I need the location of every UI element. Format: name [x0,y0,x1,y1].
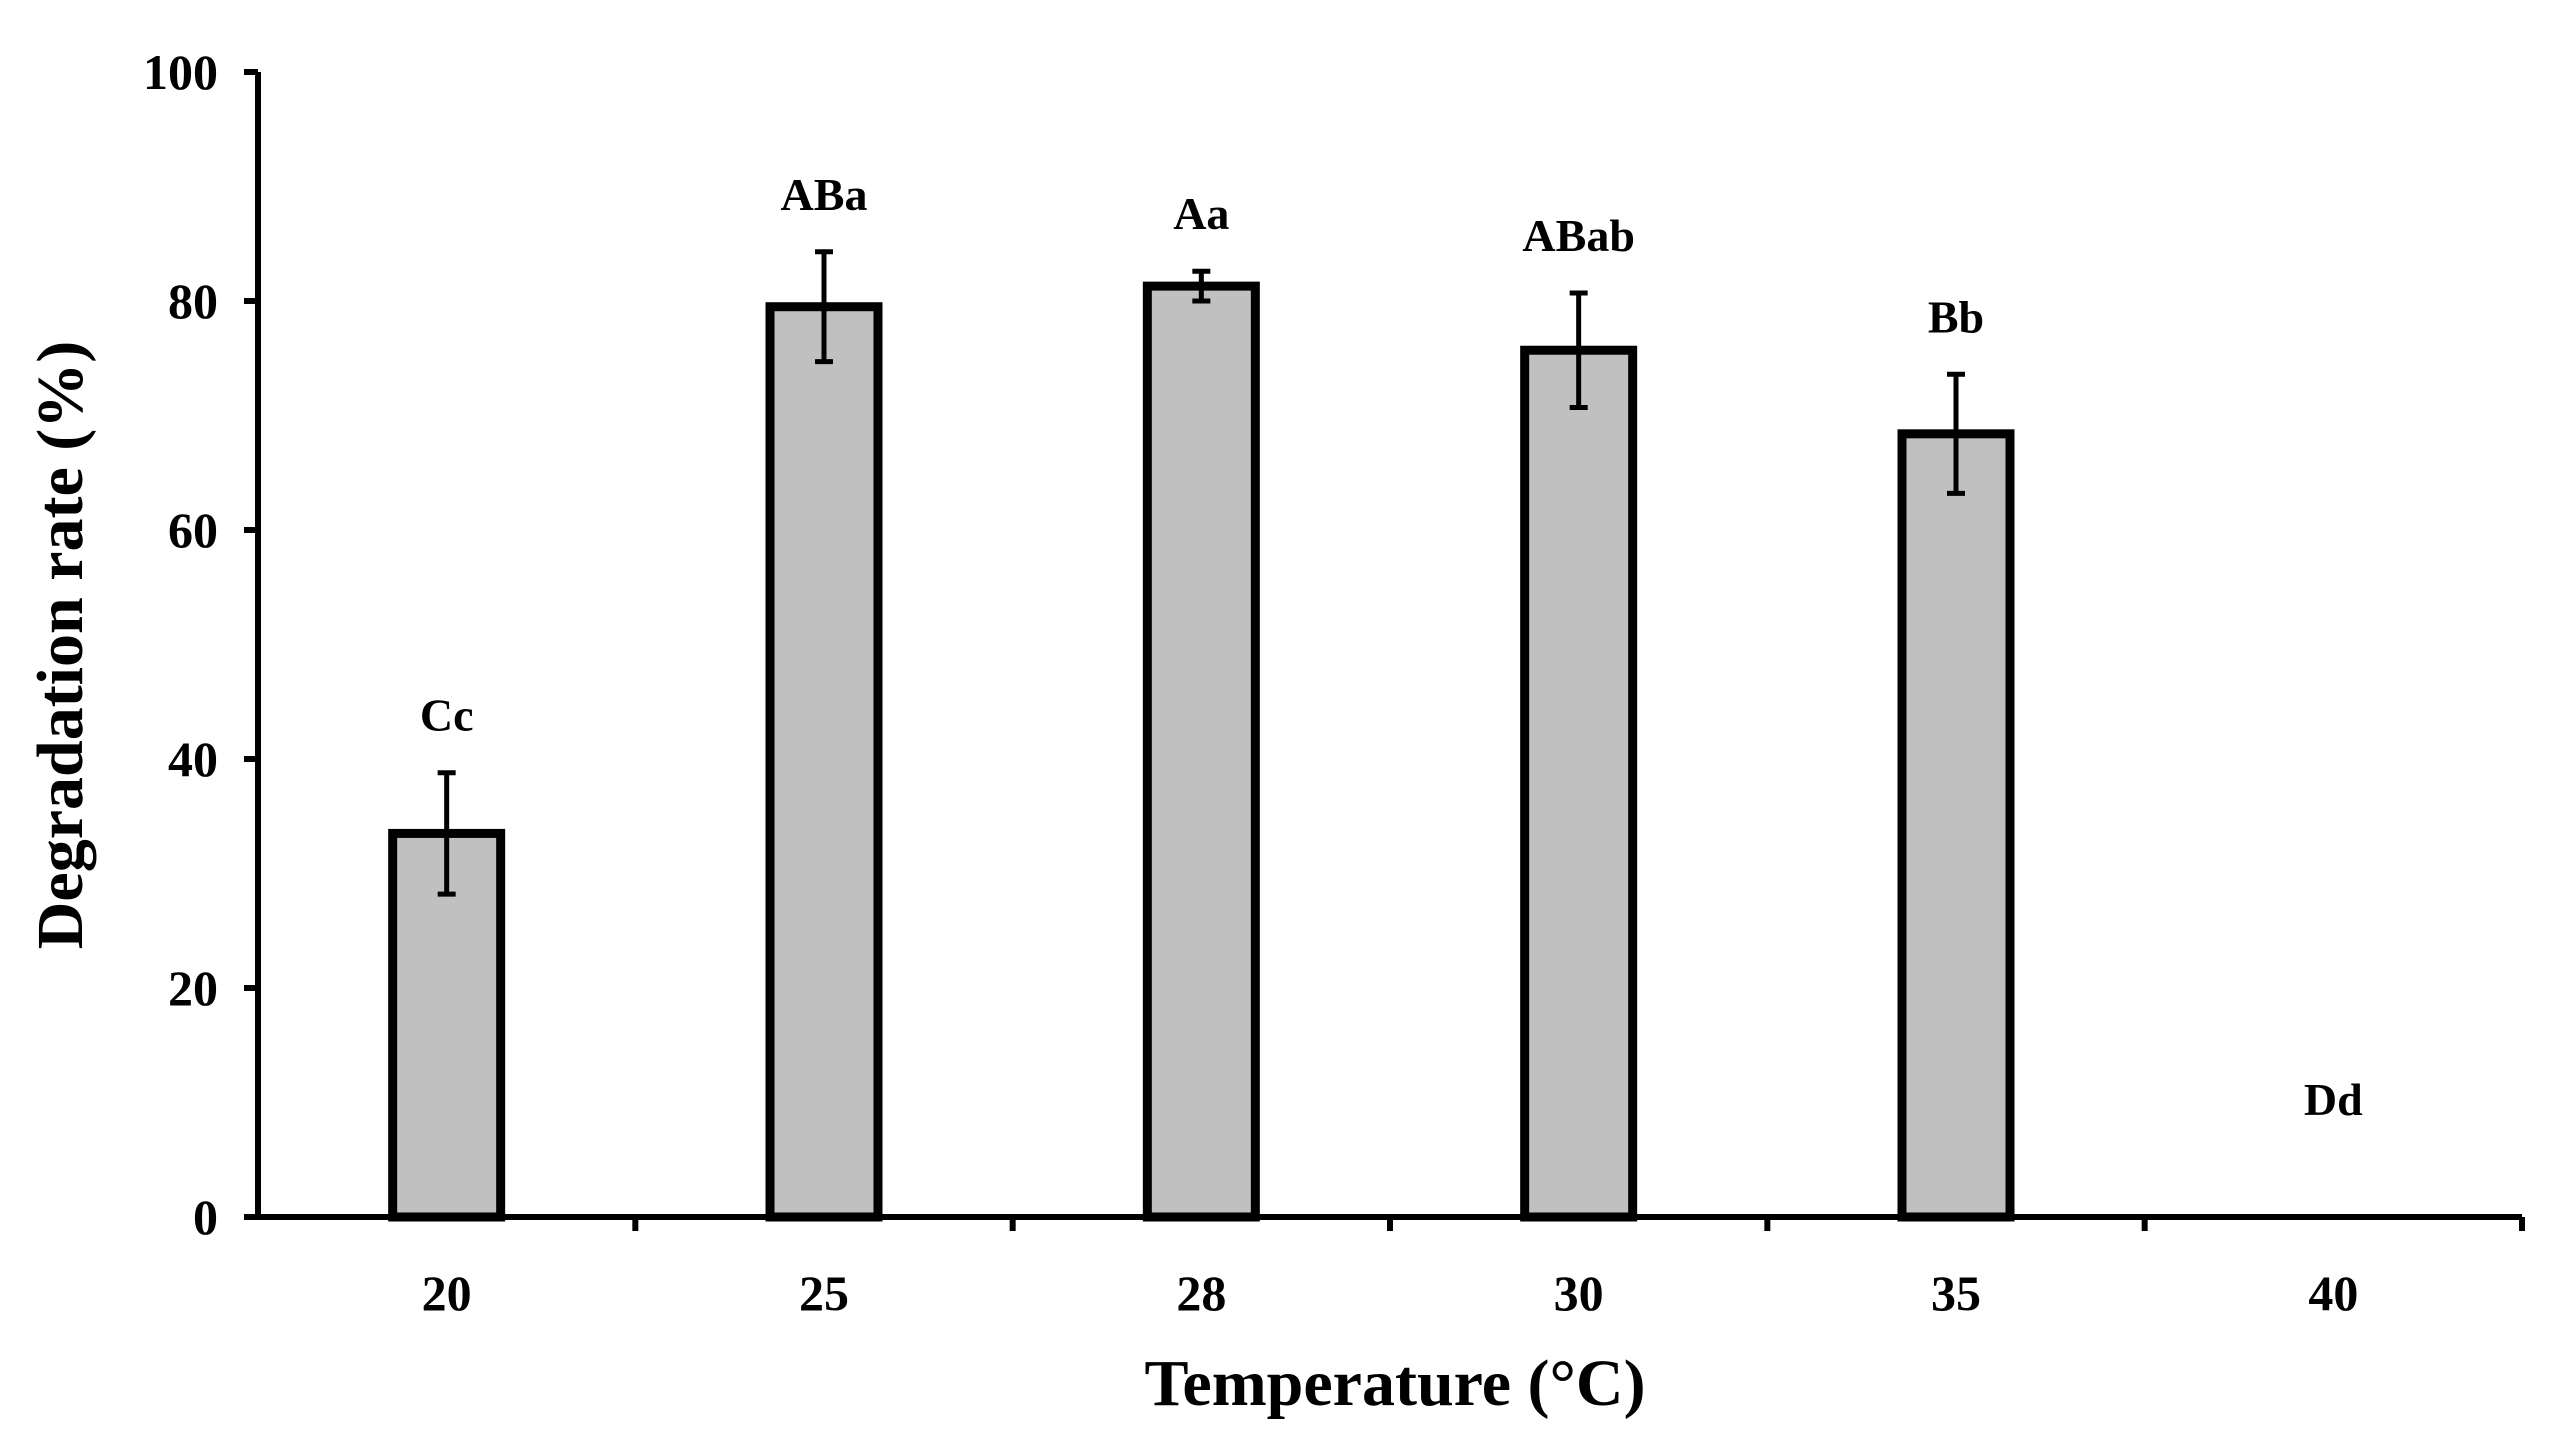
x-tick-label: 35 [1931,1265,1981,1321]
x-tick-label: 40 [2308,1265,2358,1321]
y-axis: 0 20 40 60 80 100 [143,44,258,1245]
significance-label: Dd [2304,1074,2363,1125]
bar [1520,345,1638,1222]
x-tick-label: 28 [1176,1265,1226,1321]
significance-label: Aa [1173,188,1229,239]
x-tick-label: 20 [422,1265,472,1321]
y-tick-label: 0 [193,1189,218,1245]
x-tick-label: 30 [1554,1265,1604,1321]
bar [1897,429,2015,1222]
bar [388,828,506,1222]
y-tick-label: 100 [143,44,218,100]
bar [1142,281,1260,1222]
y-tick-label: 80 [168,273,218,329]
y-tick-label: 60 [168,502,218,558]
significance-label: Bb [1928,291,1984,342]
significance-label: ABa [781,169,868,220]
x-axis: 20 25 28 30 35 40 [422,1217,2525,1321]
bar [765,302,883,1222]
plot-area [255,72,2522,1220]
y-axis-title: Degradation rate (%) [24,341,97,950]
x-axis-title: Temperature (°C) [1144,1347,1645,1420]
y-tick-label: 20 [168,960,218,1016]
x-tick-label: 25 [799,1265,849,1321]
significance-label: Cc [420,690,474,741]
significance-label: ABab [1522,210,1634,261]
bar-series: Cc ABa Aa ABab Bb Dd [388,169,2363,1222]
y-tick-label: 40 [168,731,218,787]
